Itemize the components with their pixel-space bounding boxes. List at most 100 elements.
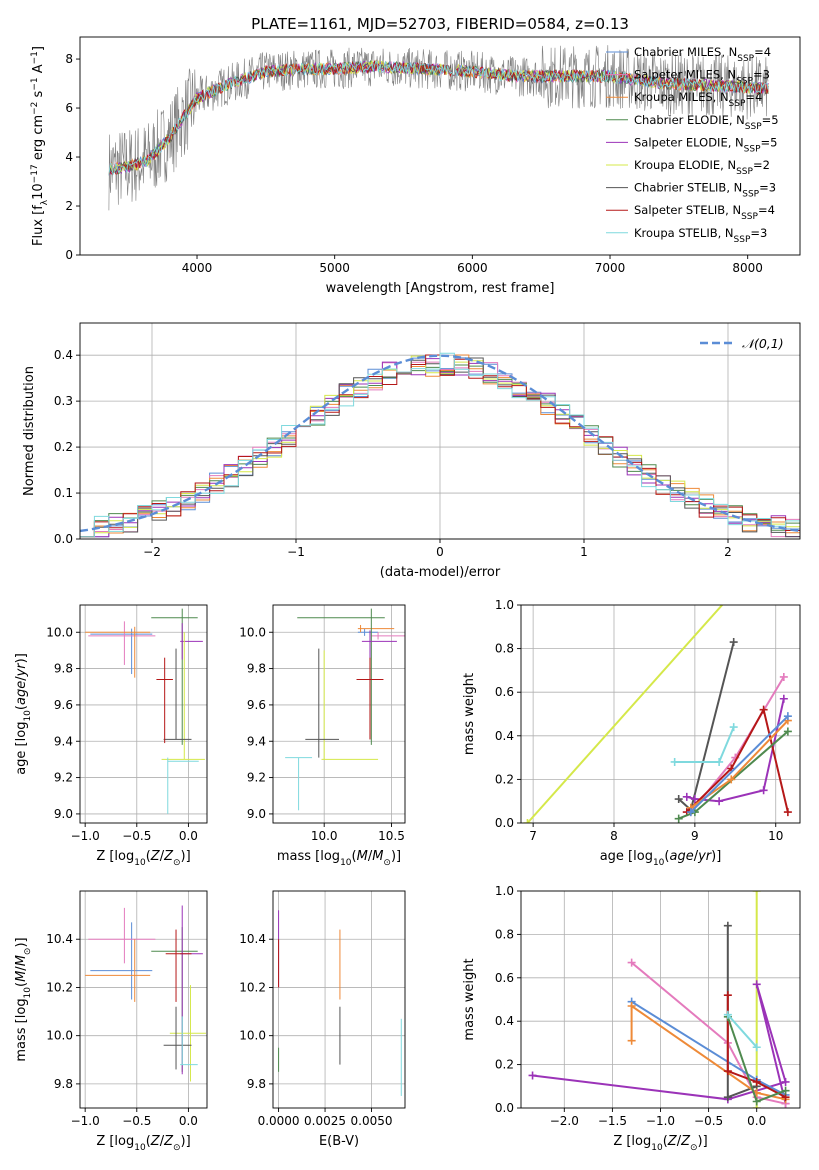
x-label-part: 10 <box>134 858 146 868</box>
plot-area <box>85 905 206 1082</box>
axes-frame <box>79 890 208 1109</box>
x-tick-label: 0.0 <box>747 1114 766 1128</box>
y-label-part: Normed distribution <box>22 366 37 496</box>
plot-area <box>278 910 402 1096</box>
x-label-part: Z [log <box>96 849 134 864</box>
x-label-part: / <box>160 1134 165 1149</box>
y-tick-label: 0.6 <box>495 685 514 699</box>
legend-text: Kroupa STELIB, N <box>634 226 734 240</box>
x-tick-label: 0.0 <box>179 829 198 843</box>
x-tick-label: −1.0 <box>71 1114 100 1128</box>
y-tick-label: 0.4 <box>495 1014 514 1028</box>
series-marker <box>682 792 691 801</box>
y-tick-label: 9.8 <box>54 1077 73 1091</box>
y-tick-label: 9.8 <box>247 1077 266 1091</box>
axes-frame <box>79 604 208 824</box>
y-label-part: 10 <box>31 183 46 200</box>
x-label-part: E(B-V) <box>319 1134 359 1149</box>
y-tick-label: 0.2 <box>495 1058 514 1072</box>
y-tick-label: 6 <box>65 101 73 115</box>
age-vs-metallicity-panel: −1.0 −0.5 0.09.09.29.49.69.810.0Z [log10(Z… <box>14 604 208 868</box>
x-axis-label: mass [log10(M/M⊙)] <box>277 849 401 868</box>
axes-frame <box>272 890 406 1109</box>
y-tick-label: 10.0 <box>239 1029 266 1043</box>
x-tick-label: −1.0 <box>646 1114 675 1128</box>
legend-entry: Chabrier STELIB, NSSP=3 <box>634 181 776 200</box>
axes-frame <box>272 604 406 824</box>
series-line-2 <box>690 676 785 813</box>
legend-entry: Chabrier MILES, NSSP=4 <box>634 45 771 64</box>
spectrum-panel: 4000 5000 6000 7000 8000 0 2 4 6 8 Chabrier MILES,… <box>30 36 801 296</box>
y-tick-label: 9.4 <box>247 734 266 748</box>
legend-sub: SSP <box>745 122 762 132</box>
y-label-part: ⊙ <box>23 948 33 956</box>
x-axis-label: (data-model)/error <box>380 565 501 580</box>
x-tick-label: 0.0000 <box>258 1114 300 1128</box>
y-label-part: ( <box>14 705 29 710</box>
y-tick-label: 10.4 <box>239 932 266 946</box>
y-label-part: M <box>14 971 29 982</box>
y-tick-label: 9.8 <box>54 662 73 676</box>
series-marker <box>670 757 679 766</box>
series-marker <box>528 1071 537 1080</box>
x-tick-label: 4000 <box>182 261 213 275</box>
legend-text: =4 <box>754 45 771 59</box>
x-label-part: 10 <box>134 1143 146 1153</box>
x-tick-label: 8000 <box>732 261 763 275</box>
x-label-part: ( <box>146 849 151 864</box>
y-label-part: 10 <box>23 987 33 999</box>
residual-histogram-8 <box>80 352 800 538</box>
legend-entry: Chabrier ELODIE, NSSP=5 <box>634 113 779 132</box>
x-label-part: ( <box>352 849 357 864</box>
x-label-part: yr <box>697 849 713 864</box>
x-tick-label: 10 <box>768 829 783 843</box>
legend-entry: Salpeter STELIB, NSSP=4 <box>634 203 775 222</box>
y-label-part: −1 <box>30 51 40 64</box>
y-tick-label: 0.8 <box>495 927 514 941</box>
series-marker <box>686 808 695 817</box>
y-tick-label: 0.8 <box>495 642 514 656</box>
x-tick-label: −0.5 <box>122 1114 151 1128</box>
series-marker <box>783 712 792 721</box>
legend-text: =3 <box>753 68 770 82</box>
x-label-part: mass [log <box>277 849 340 864</box>
series-marker <box>781 1077 790 1086</box>
x-label-part: ( <box>664 849 669 864</box>
y-label-part: −1 <box>30 77 40 90</box>
series-marker <box>752 1097 761 1106</box>
legend-sub: SSP <box>729 99 746 109</box>
y-label-part: / <box>14 966 29 971</box>
x-label-part: Z <box>150 1134 161 1149</box>
y-tick-label: 9.2 <box>247 771 266 785</box>
x-axis-label: wavelength [Angstrom, rest frame] <box>326 281 555 296</box>
legend-sub: SSP <box>742 190 759 200</box>
y-tick-label: 10.0 <box>46 1029 73 1043</box>
y-tick-label: 0.3 <box>54 394 73 408</box>
legend-text: Kroupa MILES, N <box>634 90 729 104</box>
y-label-part: −2 <box>30 102 40 115</box>
legend-text: =3 <box>750 226 767 240</box>
legend-text: =3 <box>759 181 776 195</box>
y-label-part: mass weight <box>462 673 477 755</box>
series-marker <box>674 814 683 823</box>
series-marker <box>752 980 761 989</box>
x-label-part: )] <box>181 1134 191 1149</box>
x-label-part: )] <box>391 849 401 864</box>
y-tick-label: 9.4 <box>54 734 73 748</box>
x-tick-label: −1.0 <box>71 829 100 843</box>
x-tick-label: 5000 <box>319 261 350 275</box>
plot-area <box>528 891 790 1108</box>
legend-entry: Salpeter MILES, NSSP=3 <box>634 68 770 87</box>
x-label-part: )] <box>181 849 191 864</box>
x-label-part: M <box>357 849 368 864</box>
x-label-part: ( <box>146 1134 151 1149</box>
series-marker <box>752 1077 761 1086</box>
spectrum-legend: Chabrier MILES, NSSP=4 Salpeter MILES, NS… <box>606 45 779 245</box>
series-line-6 <box>726 995 787 1099</box>
x-label-part: ⊙ <box>383 858 391 868</box>
x-label-part: age <box>669 849 693 864</box>
y-axis-label: mass [log10(M/M⊙)] <box>14 937 33 1061</box>
y-tick-label: 9.0 <box>247 807 266 821</box>
y-label-part: Flux [f <box>31 205 46 246</box>
